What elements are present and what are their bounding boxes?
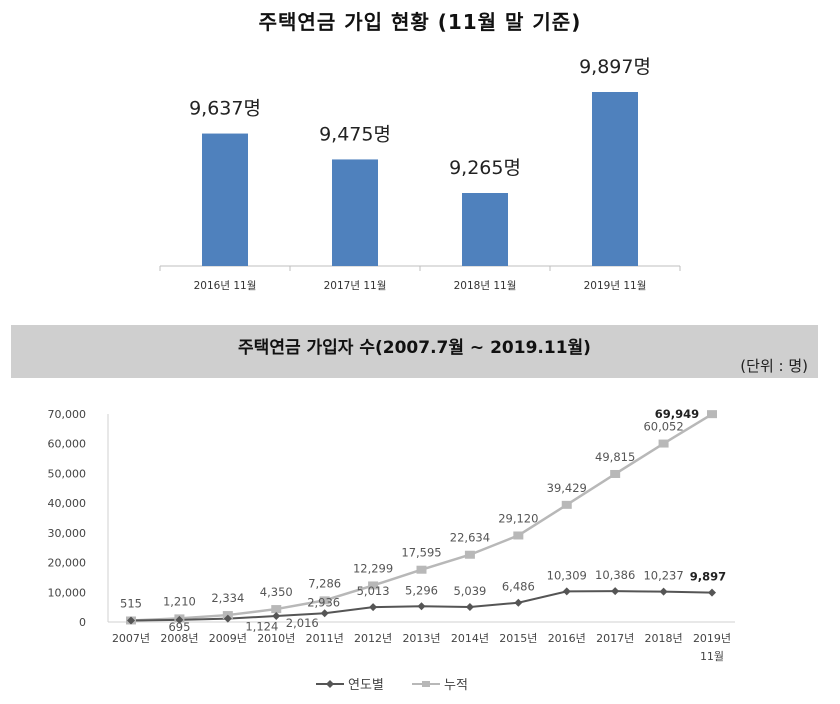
x-tick-label: 2017년 11월	[324, 280, 387, 292]
bar	[332, 159, 378, 266]
y-tick-label: 60,000	[48, 438, 87, 451]
cumulative-data-label: 4,350	[260, 585, 293, 599]
x-tick-label: 2018년	[645, 632, 683, 645]
cumulative-data-label: 1,210	[163, 594, 196, 608]
x-tick-label: 2010년	[257, 632, 295, 645]
annual-marker	[175, 615, 184, 624]
cumulative-marker	[707, 410, 717, 419]
x-tick-label: 2009년	[209, 632, 247, 645]
x-tick-label: 2015년	[499, 632, 537, 645]
x-tick-label: 2013년	[402, 632, 440, 645]
annual-marker	[223, 614, 232, 623]
annual-marker	[417, 602, 426, 611]
legend: 연도별 누적	[316, 678, 468, 693]
y-tick-label: 20,000	[48, 557, 87, 570]
legend-label-cumulative: 누적	[444, 678, 468, 693]
annual-marker	[320, 609, 329, 618]
x-tick-label: 2019년	[693, 632, 731, 645]
annual-data-label: 6,486	[502, 580, 535, 594]
y-tick-label: 10,000	[48, 586, 87, 599]
y-tick-label: 30,000	[48, 527, 87, 540]
bar	[462, 193, 508, 266]
annual-marker	[465, 603, 474, 612]
annual-data-label: 9,897	[690, 570, 726, 584]
cumulative-data-label: 22,634	[450, 531, 490, 545]
annual-data-label: 5,296	[405, 583, 438, 597]
annual-marker	[708, 588, 716, 597]
unit-note: (단위 : 명)	[740, 357, 808, 375]
annual-marker	[514, 598, 523, 607]
bar-chart: 9,637명 2016년 11월 9,475명 2017년 11월 9,265명 2018…	[159, 56, 681, 292]
x-tick-label: 2016년 11월	[194, 280, 257, 292]
bar	[202, 133, 248, 266]
annual-marker	[127, 616, 135, 625]
bar-value-label: 9,265명	[449, 157, 521, 179]
annual-data-label: 5,013	[357, 584, 390, 598]
cumulative-data-label: 12,299	[353, 561, 393, 575]
x-tick-label: 2011년	[306, 632, 344, 645]
line-chart-header-band: 주택연금 가입자 수(2007.7월 ~ 2019.11월) (단위 : 명)	[11, 325, 818, 378]
y-tick-label: 50,000	[48, 467, 87, 480]
y-tick-label: 70,000	[48, 408, 87, 421]
line-chart-title: 주택연금 가입자 수(2007.7월 ~ 2019.11월)	[238, 338, 591, 358]
cumulative-marker	[561, 500, 572, 509]
x-tick-label: 2008년	[160, 632, 198, 645]
annual-data-label: 10,386	[595, 568, 635, 582]
cumulative-marker	[368, 581, 379, 590]
cumulative-marker	[610, 469, 621, 478]
cumulative-data-label: 39,429	[547, 481, 587, 495]
x-tick-label: 2012년	[354, 632, 392, 645]
annual-marker	[272, 612, 281, 621]
cumulative-marker	[513, 531, 524, 540]
bar-chart-title: 주택연금 가입 현황 (11월 말 기준)	[258, 10, 582, 34]
annual-data-label: 1,124	[245, 620, 278, 634]
annual-data-label: 695	[168, 620, 190, 634]
cumulative-marker	[464, 550, 475, 559]
annual-data-label: 2,016	[286, 616, 319, 630]
annual-data-label: 10,237	[643, 569, 683, 583]
bar-value-label: 9,897명	[579, 56, 651, 78]
cumulative-data-label: 17,595	[401, 546, 441, 560]
cumulative-data-label: 29,120	[498, 511, 538, 525]
annual-marker	[369, 603, 378, 612]
legend-marker-annual	[326, 680, 334, 688]
bar-value-label: 9,475명	[319, 123, 391, 145]
cumulative-data-label: 69,949	[655, 407, 699, 421]
x-tick-label: 2016년	[548, 632, 586, 645]
x-tick-label: 2019년 11월	[584, 280, 647, 292]
cumulative-data-label: 2,334	[211, 591, 244, 605]
annual-marker	[611, 587, 620, 596]
cumulative-data-label: 515	[120, 596, 142, 610]
cumulative-data-label: 49,815	[595, 450, 635, 464]
cumulative-marker	[271, 605, 282, 614]
bar-value-label: 9,637명	[189, 98, 261, 120]
cumulative-data-label: 60,052	[643, 420, 683, 434]
y-tick-label: 0	[79, 616, 86, 629]
cumulative-marker	[416, 565, 427, 574]
annual-data-label: 2,936	[307, 595, 340, 609]
annual-marker	[562, 587, 571, 596]
x-tick-label: 2007년	[112, 632, 150, 645]
legend-marker-cumulative	[422, 681, 430, 687]
annual-data-label: 10,309	[547, 568, 587, 582]
bar	[592, 92, 638, 266]
annual-data-label: 5,039	[453, 584, 486, 598]
cumulative-marker	[658, 439, 669, 448]
x-tick-label: 2018년 11월	[454, 280, 517, 292]
x-tick-label: 2017년	[596, 632, 634, 645]
x-tick-label-sub: 11월	[700, 650, 724, 663]
cumulative-marker	[319, 596, 330, 605]
annual-marker	[659, 587, 668, 596]
legend-label-annual: 연도별	[348, 678, 384, 693]
x-tick-label: 2014년	[451, 632, 489, 645]
cumulative-data-label: 7,286	[308, 576, 341, 590]
y-tick-label: 40,000	[48, 497, 87, 510]
